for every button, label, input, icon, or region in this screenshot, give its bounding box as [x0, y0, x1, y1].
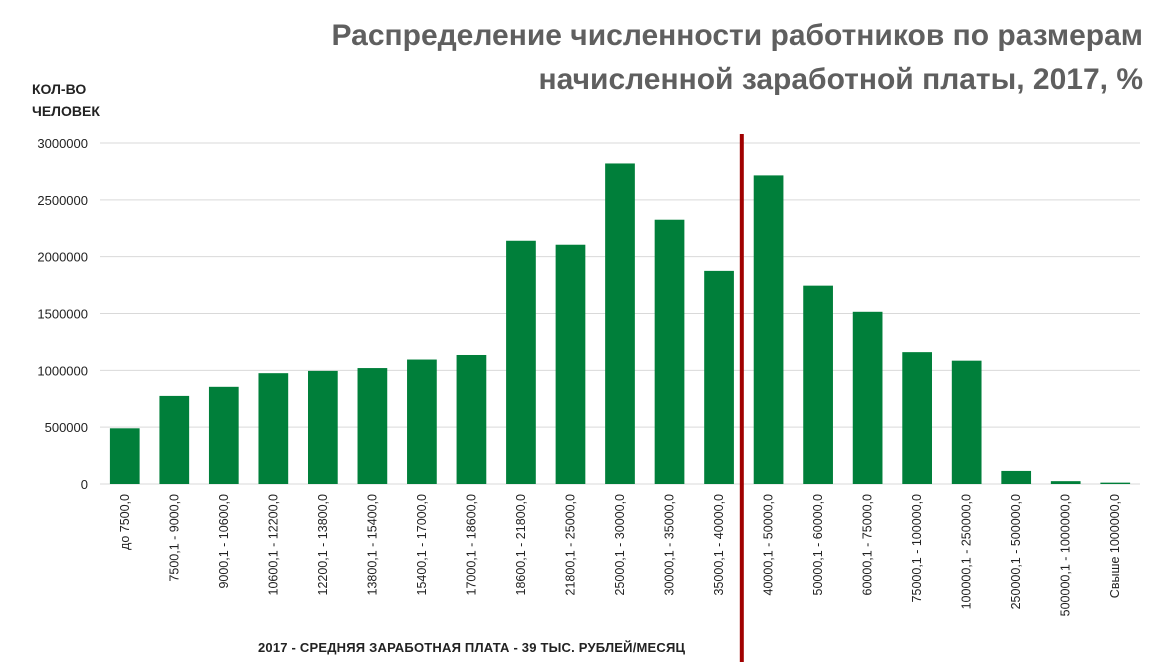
bar	[1100, 482, 1131, 484]
y-axis-ticks: 0 500000 1000000 1500000 2000000 2500000 30000…	[37, 136, 88, 492]
bar	[951, 360, 982, 484]
y-tick-label: 0	[81, 477, 88, 492]
bar	[803, 285, 833, 484]
y-tick-label: 2000000	[37, 250, 88, 265]
chart-title: Распределение численности работников по …	[243, 14, 1143, 102]
bar	[308, 370, 338, 484]
bar	[506, 240, 536, 484]
x-tick-label: 250000,1 - 500000,0	[1009, 494, 1023, 609]
y-axis-label-line-2: ЧЕЛОВЕК	[32, 103, 100, 119]
x-tick-label: 30000,1 - 35000,0	[663, 494, 677, 596]
y-tick-label: 3000000	[37, 136, 88, 151]
y-tick-label: 2500000	[37, 193, 88, 208]
bar	[852, 311, 883, 484]
bar	[109, 428, 140, 484]
bar	[159, 395, 190, 484]
bar	[654, 219, 685, 484]
x-tick-label: 7500,1 - 9000,0	[167, 494, 181, 582]
y-axis-label: КОЛ-ВО ЧЕЛОВЕК	[32, 78, 152, 122]
bar	[456, 354, 487, 484]
x-tick-label: 60000,1 - 75000,0	[861, 494, 875, 596]
x-axis-label: 2017 - СРЕДНЯЯ ЗАРАБОТНАЯ ПЛАТА - 39 ТЫС…	[258, 640, 686, 655]
chart-title-line-1: Распределение численности работников по …	[331, 19, 1143, 52]
y-tick-label: 1000000	[37, 363, 88, 378]
chart-title-line-2: начисленной заработной платы, 2017, %	[538, 63, 1143, 96]
x-tick-label: 40000,1 - 50000,0	[762, 494, 776, 596]
x-tick-label: 13800,1 - 15400,0	[365, 494, 379, 596]
y-axis-label-line-1: КОЛ-ВО	[32, 81, 87, 97]
x-tick-label: 12200,1 - 13800,0	[316, 494, 330, 596]
x-tick-label: 17000,1 - 18600,0	[464, 494, 478, 596]
bar	[605, 163, 635, 484]
bar	[704, 270, 734, 484]
x-tick-label: 18600,1 - 21800,0	[514, 494, 528, 596]
x-tick-label: 9000,1 - 10600,0	[217, 494, 231, 589]
x-tick-label: 15400,1 - 17000,0	[415, 494, 429, 596]
y-tick-label: 500000	[45, 420, 88, 435]
bar	[258, 373, 289, 484]
bar	[753, 175, 784, 484]
y-tick-label: 1500000	[37, 307, 88, 322]
x-tick-label: 75000,1 - 100000,0	[910, 494, 924, 602]
x-tick-label: Свыше 1000000,0	[1108, 494, 1122, 598]
x-tick-label: 500000,1 - 1000000,0	[1059, 494, 1073, 616]
x-tick-label: 50000,1 - 60000,0	[811, 494, 825, 596]
bars	[109, 163, 1131, 484]
bar	[555, 244, 586, 484]
bar	[1050, 481, 1081, 484]
x-axis-ticks: до 7500,0 7500,1 - 9000,0 9000,1 - 10600,0…	[118, 494, 1122, 616]
x-tick-label: 21800,1 - 25000,0	[563, 494, 577, 596]
x-tick-label: 35000,1 - 40000,0	[712, 494, 726, 596]
bar	[1001, 470, 1032, 484]
bar	[407, 359, 437, 484]
x-tick-label: 100000,1 - 250000,0	[960, 494, 974, 609]
x-tick-label: до 7500,0	[118, 494, 132, 550]
x-tick-label: 25000,1 - 30000,0	[613, 494, 627, 596]
x-tick-label: 10600,1 - 12200,0	[266, 494, 280, 596]
bar	[208, 386, 239, 484]
bar	[357, 368, 388, 484]
bar	[902, 352, 932, 484]
